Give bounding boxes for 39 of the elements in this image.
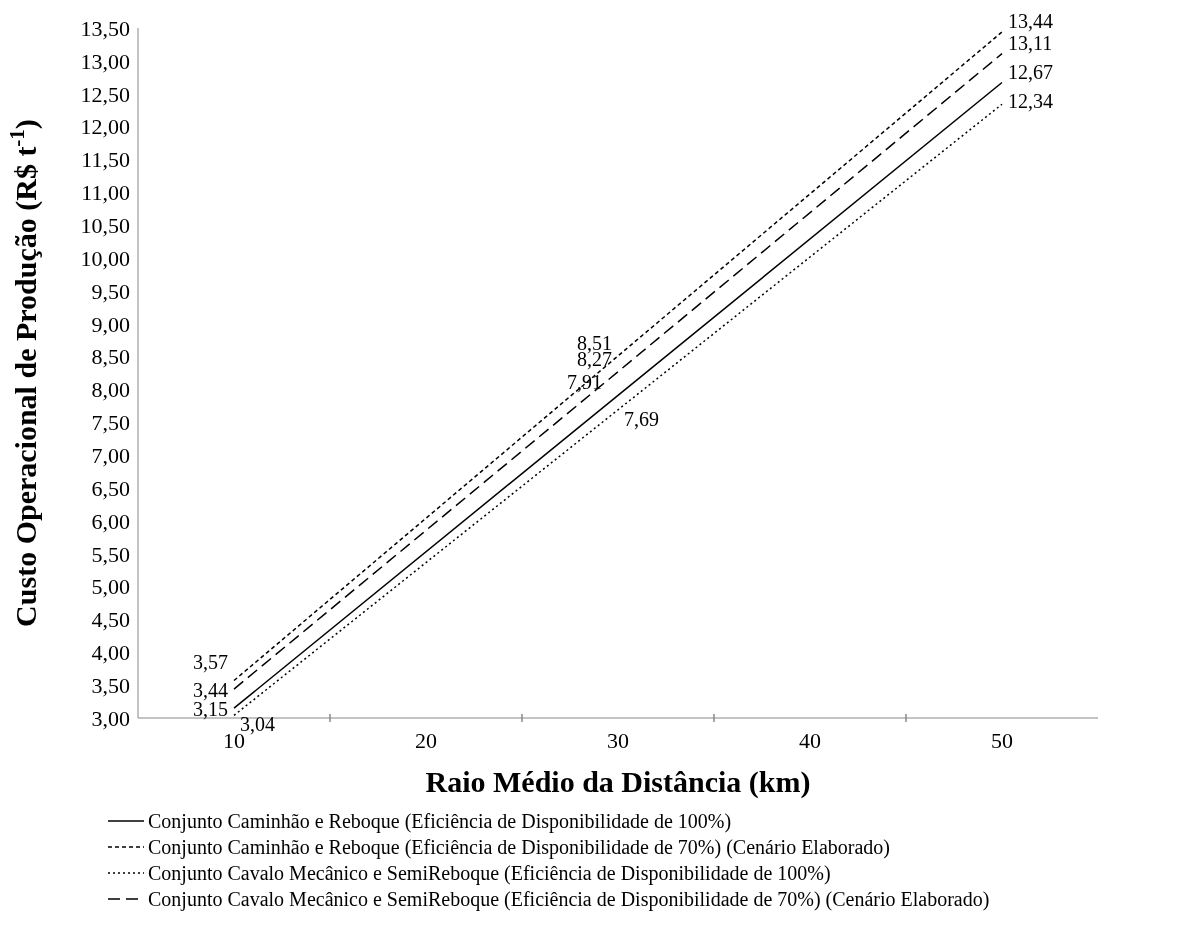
x-tick-label: 20 [415,728,437,753]
legend-label: Conjunto Caminhão e Reboque (Eficiência de Disponibilidade de 100%) [148,809,732,834]
data-label: 3,57 [193,650,228,673]
y-tick-label: 8,50 [91,344,130,370]
y-tick-label: 12,50 [80,81,130,107]
y-tick-label: 10,50 [80,212,130,238]
y-tick-label: 7,50 [91,410,130,436]
y-tick-label: 4,00 [91,640,130,666]
y-tick-label: 5,50 [91,541,130,567]
data-label: 13,44 [1008,9,1053,32]
y-tick-label: 6,00 [91,508,130,534]
data-label: 7,91 [567,371,602,394]
y-tick-label: 12,00 [80,114,130,140]
y-tick-label: 13,00 [80,48,130,74]
y-tick-label: 9,00 [91,311,130,337]
y-tick-label: 5,00 [91,574,130,600]
data-label: 7,69 [624,407,659,430]
y-tick-label: 3,00 [91,705,130,731]
y-tick-label: 10,00 [80,245,130,271]
legend-label: Conjunto Caminhão e Reboque (Eficiência de Disponibilidade de 70%) (Cenário Elaborado) [148,835,891,860]
y-tick-label: 11,00 [81,180,130,206]
y-tick-label: 4,50 [91,607,130,633]
y-tick-label: 3,50 [91,672,130,698]
data-label: 12,67 [1008,60,1053,83]
x-tick-label: 30 [607,728,629,753]
y-tick-label: 8,00 [91,377,130,403]
legend-label: Conjunto Cavalo Mecânico e SemiReboque (Eficiência de Disponibilidade de 100%) [148,861,831,886]
y-tick-label: 7,00 [91,442,130,468]
y-tick-label: 11,50 [81,147,130,173]
legend-label: Conjunto Cavalo Mecânico e SemiReboque (Eficiência de Disponibilidade de 70%) (Cenário Elaborado) [148,887,990,912]
x-tick-label: 40 [799,728,821,753]
x-axis-title: Raio Médio da Distância (km) [425,765,811,799]
data-label: 13,11 [1008,31,1053,54]
y-tick-label: 6,50 [91,475,130,501]
data-label: 3,44 [193,679,228,702]
data-label: 12,34 [1008,90,1053,113]
y-tick-label: 9,50 [91,278,130,304]
x-tick-label: 50 [991,728,1013,753]
y-tick-label: 13,50 [80,15,130,41]
